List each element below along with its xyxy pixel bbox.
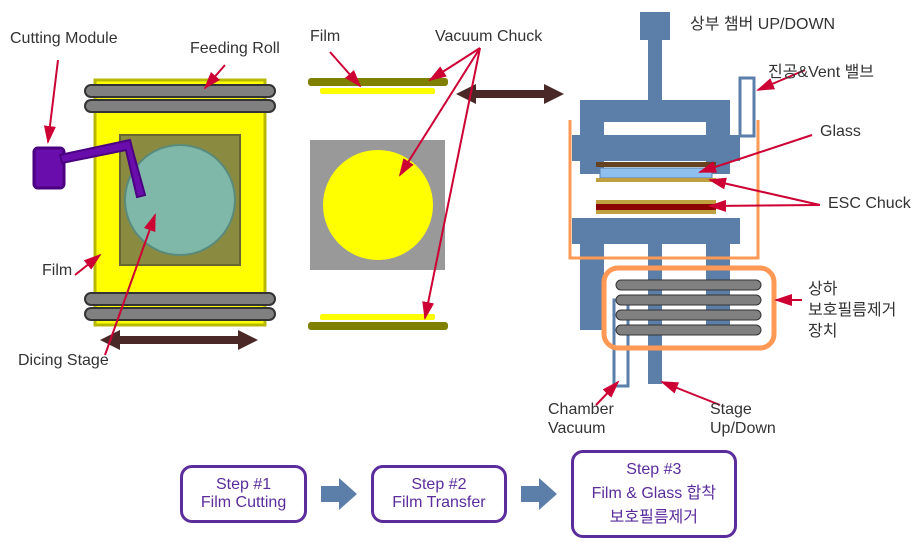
label-chamber-vacuum: Chamber Vacuum (548, 400, 614, 438)
label-upper-chamber: 상부 챔버 UP/DOWN (690, 10, 835, 34)
label-glass: Glass (820, 123, 861, 141)
label-vacuum-chuck: Vacuum Chuck (435, 28, 542, 46)
label-cutting-module: Cutting Module (10, 30, 118, 48)
step2-title: Step #2 (392, 476, 485, 494)
label-feeding-roll: Feeding Roll (190, 40, 280, 58)
step1-box: Step #1 Film Cutting (180, 465, 307, 523)
label-stage-updown: Stage Up/Down (710, 400, 776, 438)
label-film1: Film (42, 262, 72, 280)
step2-sub: Film Transfer (392, 494, 485, 512)
step2-box: Step #2 Film Transfer (371, 465, 506, 523)
step3-sub: Film & Glass 합착 (592, 479, 717, 503)
step1-sub: Film Cutting (201, 494, 286, 512)
step-arrow-2 (519, 474, 559, 514)
step3-box: Step #3 Film & Glass 합착 보호필름제거 (571, 450, 738, 538)
label-dicing-stage: Dicing Stage (18, 352, 109, 370)
step3-sub2: 보호필름제거 (592, 503, 717, 527)
step2-module (308, 78, 564, 330)
step3-title: Step #3 (592, 461, 717, 479)
step3-chamber (570, 12, 774, 386)
label-film2: Film (310, 28, 340, 46)
step-arrow-1 (319, 474, 359, 514)
label-esc-chuck: ESC Chuck (828, 195, 911, 213)
step1-title: Step #1 (201, 476, 286, 494)
steps-row: Step #1 Film Cutting Step #2 Film Transf… (0, 450, 917, 538)
label-protective-film: 상하 보호필름제거 장치 (808, 280, 896, 342)
label-vent-valve: 진공&Vent 밸브 (768, 58, 874, 82)
